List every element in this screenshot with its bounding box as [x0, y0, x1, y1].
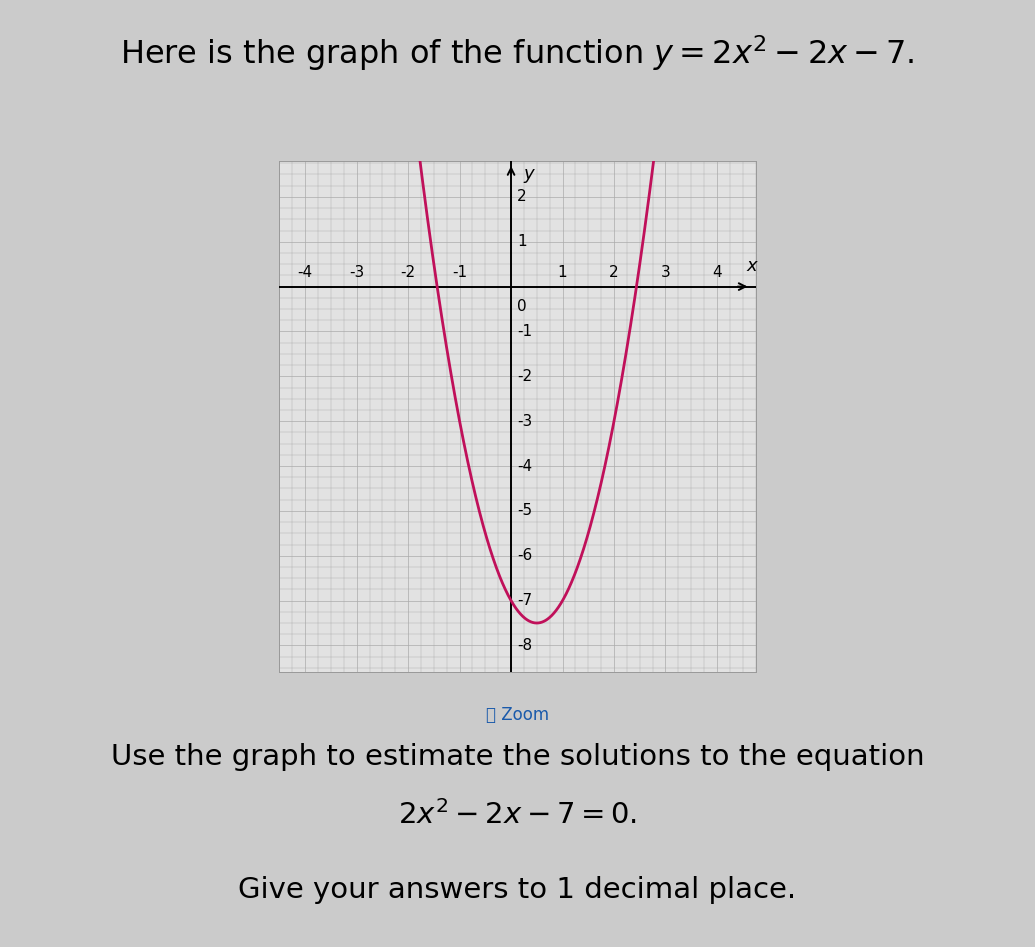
Text: -1: -1: [452, 265, 467, 280]
Text: -4: -4: [518, 458, 532, 474]
Text: 1: 1: [518, 234, 527, 249]
Text: -2: -2: [401, 265, 416, 280]
Text: -3: -3: [518, 414, 532, 429]
Text: 🔍 Zoom: 🔍 Zoom: [486, 706, 549, 724]
Text: $2x^2 - 2x - 7 = 0$.: $2x^2 - 2x - 7 = 0$.: [398, 800, 637, 831]
Text: 3: 3: [660, 265, 671, 280]
Text: 2: 2: [610, 265, 619, 280]
Text: 1: 1: [558, 265, 567, 280]
Text: y: y: [524, 166, 534, 184]
Text: -7: -7: [518, 593, 532, 608]
Text: Give your answers to 1 decimal place.: Give your answers to 1 decimal place.: [238, 876, 797, 904]
Text: -4: -4: [298, 265, 313, 280]
Text: Here is the graph of the function $y = 2x^2 - 2x - 7$.: Here is the graph of the function $y = 2…: [120, 33, 915, 73]
Text: 2: 2: [518, 189, 527, 205]
Text: -8: -8: [518, 638, 532, 652]
Text: -6: -6: [518, 548, 532, 563]
Text: 0: 0: [518, 299, 527, 314]
Text: 4: 4: [712, 265, 721, 280]
Text: -2: -2: [518, 368, 532, 384]
Text: -5: -5: [518, 504, 532, 518]
Text: Use the graph to estimate the solutions to the equation: Use the graph to estimate the solutions …: [111, 743, 924, 772]
Text: x: x: [746, 258, 758, 276]
Text: -3: -3: [349, 265, 364, 280]
Text: -1: -1: [518, 324, 532, 339]
